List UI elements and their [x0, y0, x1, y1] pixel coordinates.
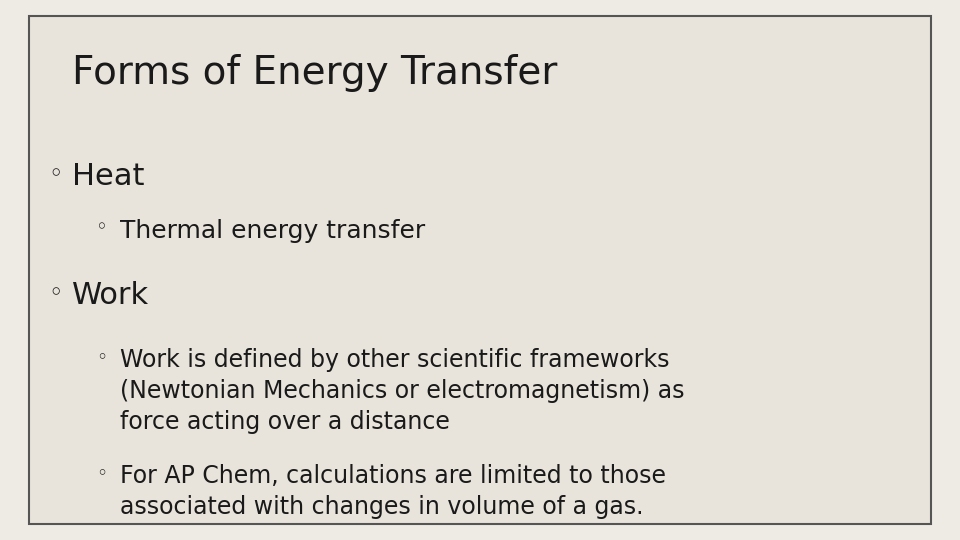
- Text: For AP Chem, calculations are limited to those
associated with changes in volume: For AP Chem, calculations are limited to…: [120, 464, 666, 519]
- Text: Thermal energy transfer: Thermal energy transfer: [120, 219, 425, 242]
- Text: Heat: Heat: [72, 162, 145, 191]
- Text: ◦: ◦: [96, 219, 108, 238]
- Text: ◦: ◦: [48, 162, 62, 186]
- Text: Work: Work: [72, 281, 149, 310]
- Text: ◦: ◦: [96, 348, 108, 367]
- FancyBboxPatch shape: [29, 16, 931, 524]
- Text: ◦: ◦: [48, 281, 62, 305]
- Text: Forms of Energy Transfer: Forms of Energy Transfer: [72, 54, 558, 92]
- Text: Work is defined by other scientific frameworks
(Newtonian Mechanics or electroma: Work is defined by other scientific fram…: [120, 348, 684, 434]
- Text: ◦: ◦: [96, 464, 108, 483]
